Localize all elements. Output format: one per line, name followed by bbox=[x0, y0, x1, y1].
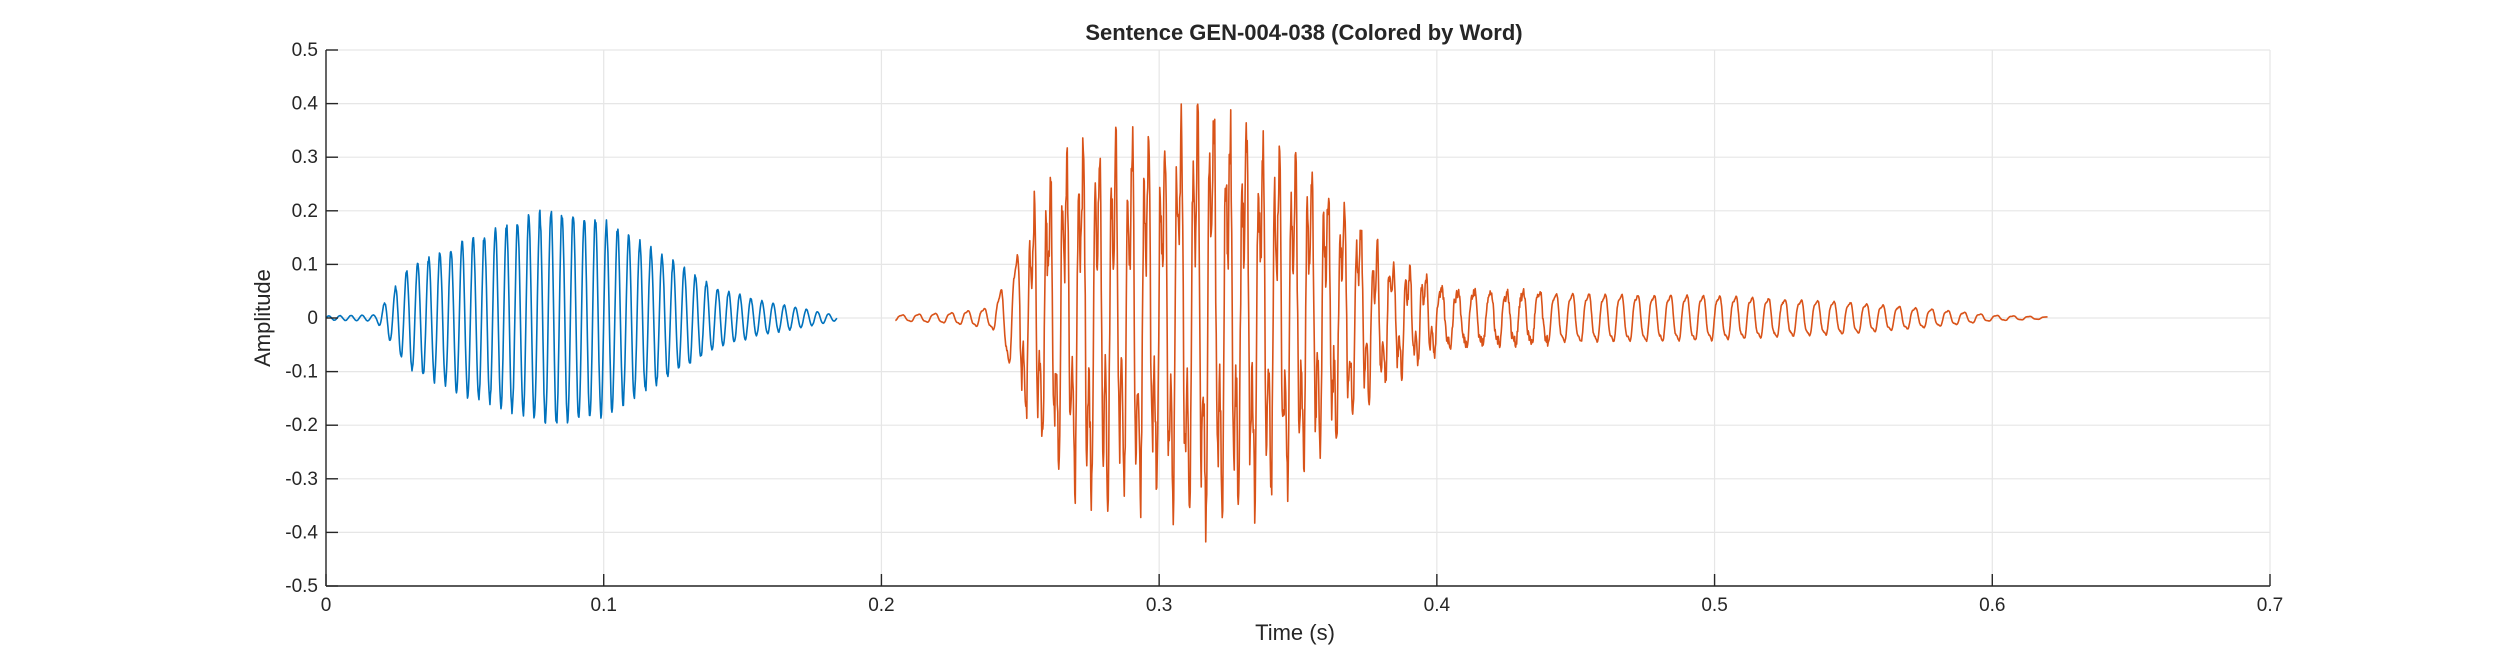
axes-box bbox=[325, 49, 2271, 587]
x-tick-label: 0.4 bbox=[1424, 595, 1451, 616]
y-tick-label: 0 bbox=[307, 308, 318, 329]
y-tick-label: 0.1 bbox=[292, 254, 318, 275]
x-axis-label: Time (s) bbox=[1255, 620, 1335, 645]
y-tick-label: 0.4 bbox=[292, 94, 319, 115]
x-tick-label: 0 bbox=[321, 595, 332, 616]
waveform-series-1 bbox=[325, 209, 838, 424]
y-tick-label: 0.2 bbox=[292, 201, 318, 222]
y-tick-label: -0.2 bbox=[285, 415, 318, 436]
x-tick-label: 0.1 bbox=[591, 595, 617, 616]
x-tick-label: 0.7 bbox=[2257, 595, 2283, 616]
x-tick-labels: 0 0.1 0.2 0.3 0.4 0.5 0.6 0.7 bbox=[321, 595, 2284, 616]
y-tick-labels: 0.5 0.4 0.3 0.2 0.1 0 -0.1 -0.2 -0.3 -0.4 -0.5 bbox=[285, 40, 318, 597]
x-tick-label: 0.2 bbox=[868, 595, 894, 616]
y-tick-label: -0.1 bbox=[285, 362, 318, 383]
y-tick-label: 0.5 bbox=[292, 40, 318, 61]
plot-series bbox=[325, 103, 2048, 543]
y-tick-label: -0.3 bbox=[285, 469, 318, 490]
waveform-series-2 bbox=[895, 103, 2048, 543]
y-axis-label: Amplitude bbox=[250, 269, 275, 367]
x-tick-label: 0.5 bbox=[1701, 595, 1727, 616]
y-tick-label: -0.5 bbox=[285, 576, 318, 597]
x-tick-label: 0.3 bbox=[1146, 595, 1172, 616]
chart-title: Sentence GEN-004-038 (Colored by Word) bbox=[1085, 20, 1522, 45]
y-tick-label: 0.3 bbox=[292, 147, 318, 168]
y-tick-label: -0.4 bbox=[285, 522, 318, 543]
x-tick-label: 0.6 bbox=[1979, 595, 2005, 616]
